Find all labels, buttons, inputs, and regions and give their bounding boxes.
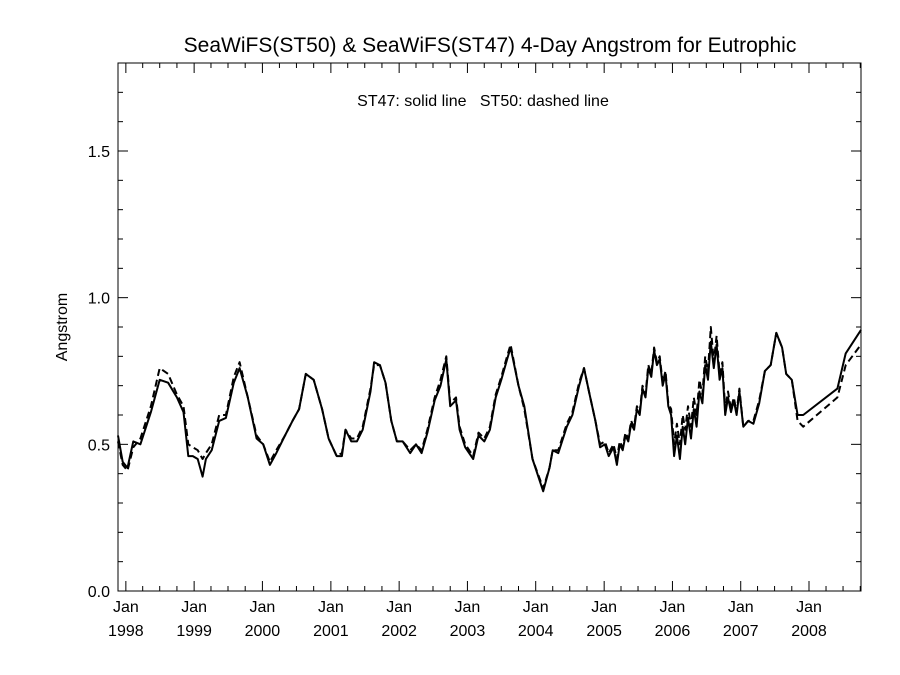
- x-tick-month-label: Jan: [796, 599, 822, 616]
- y-axis-ticks: 0.0 0.5 1.0 1.5: [88, 91, 861, 601]
- x-tick-year-label: 2004: [518, 623, 554, 640]
- x-tick-year-label: 2005: [586, 623, 622, 640]
- chart-title: SeaWiFS(ST50) & SeaWiFS(ST47) 4-Day Angs…: [184, 34, 797, 57]
- y-tick-label: 0.0: [88, 584, 110, 601]
- plot-frame: [117, 62, 862, 592]
- series-layer: [117, 326, 862, 493]
- x-tick-month-label: Jan: [591, 599, 617, 616]
- x-tick-year-label: 2007: [723, 623, 759, 640]
- x-tick-year-label: 2001: [313, 623, 349, 640]
- x-tick-month-label: Jan: [660, 599, 686, 616]
- y-tick-label: 1.5: [88, 144, 110, 161]
- x-tick-month-label: Jan: [523, 599, 549, 616]
- x-tick-year-label: 2002: [381, 623, 417, 640]
- legend-annotation: ST47: solid line ST50: dashed line: [357, 93, 609, 110]
- series-line-st50: [117, 326, 862, 490]
- x-tick-month-label: Jan: [318, 599, 344, 616]
- x-tick-year-label: 2008: [791, 623, 827, 640]
- x-tick-year-label: 1998: [108, 623, 144, 640]
- x-tick-year-label: 2003: [450, 623, 486, 640]
- x-tick-year-label: 2000: [245, 623, 281, 640]
- y-axis-label: Angstrom: [54, 293, 71, 361]
- x-tick-month-label: Jan: [728, 599, 754, 616]
- x-tick-month-label: Jan: [250, 599, 276, 616]
- series-line-st47: [117, 329, 862, 493]
- x-tick-month-label: Jan: [181, 599, 207, 616]
- x-tick-month-label: Jan: [386, 599, 412, 616]
- x-tick-month-label: Jan: [455, 599, 481, 616]
- x-tick-year-label: 1999: [176, 623, 212, 640]
- x-tick-month-label: Jan: [113, 599, 139, 616]
- x-tick-year-label: 2006: [655, 623, 691, 640]
- y-tick-label: 1.0: [88, 291, 110, 308]
- y-tick-label: 0.5: [88, 437, 110, 454]
- x-axis-ticks: Jan 1998 Jan 1999 Jan 2000 Jan 2001 Jan 2002 Jan 20…: [108, 63, 861, 640]
